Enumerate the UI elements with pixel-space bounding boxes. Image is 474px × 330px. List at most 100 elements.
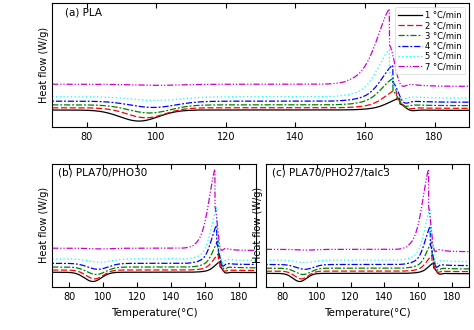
7 °C/min: [386, 7, 392, 11]
4 °C/min: [83, 265, 89, 269]
Line: 2 °C/min: 2 °C/min: [52, 89, 469, 118]
1 °C/min: [76, 273, 82, 277]
Line: 4 °C/min: 4 °C/min: [266, 226, 469, 269]
5 °C/min: [434, 262, 439, 266]
7 °C/min: [105, 82, 110, 86]
2 °C/min: [263, 269, 269, 273]
Line: 5 °C/min: 5 °C/min: [52, 208, 255, 263]
Line: 3 °C/min: 3 °C/min: [52, 241, 255, 275]
Text: (b) PLA70/PHO30: (b) PLA70/PHO30: [58, 167, 147, 178]
4 °C/min: [428, 224, 433, 228]
2 °C/min: [49, 268, 55, 272]
1 °C/min: [466, 272, 472, 276]
5 °C/min: [428, 206, 433, 210]
5 °C/min: [374, 258, 380, 262]
5 °C/min: [269, 95, 274, 99]
7 °C/min: [76, 246, 82, 250]
4 °C/min: [95, 267, 101, 271]
2 °C/min: [105, 107, 110, 111]
4 °C/min: [230, 99, 236, 103]
3 °C/min: [161, 265, 166, 269]
4 °C/min: [263, 263, 269, 267]
2 °C/min: [230, 106, 236, 110]
4 °C/min: [390, 63, 396, 67]
Line: 2 °C/min: 2 °C/min: [52, 254, 255, 279]
1 °C/min: [290, 276, 296, 280]
3 °C/min: [118, 265, 124, 269]
7 °C/min: [297, 248, 303, 252]
2 °C/min: [297, 277, 303, 281]
7 °C/min: [466, 249, 472, 253]
Line: 4 °C/min: 4 °C/min: [52, 65, 469, 108]
2 °C/min: [299, 277, 304, 281]
2 °C/min: [332, 269, 337, 273]
1 °C/min: [351, 271, 357, 275]
X-axis label: Temperature(°C): Temperature(°C): [110, 308, 197, 317]
5 °C/min: [386, 48, 392, 51]
2 °C/min: [269, 106, 274, 110]
2 °C/min: [49, 106, 55, 110]
2 °C/min: [277, 106, 283, 110]
3 °C/min: [297, 272, 303, 276]
1 °C/min: [49, 270, 55, 274]
2 °C/min: [83, 274, 89, 278]
7 °C/min: [118, 247, 124, 250]
5 °C/min: [370, 258, 375, 262]
Line: 1 °C/min: 1 °C/min: [52, 98, 469, 121]
4 °C/min: [156, 261, 162, 265]
Y-axis label: Heat flow (W/g): Heat flow (W/g): [253, 187, 263, 263]
3 °C/min: [390, 77, 396, 81]
7 °C/min: [374, 248, 380, 251]
5 °C/min: [119, 96, 125, 100]
7 °C/min: [253, 248, 258, 252]
1 °C/min: [332, 271, 337, 275]
7 °C/min: [351, 248, 357, 251]
5 °C/min: [351, 258, 357, 262]
3 °C/min: [300, 273, 306, 277]
7 °C/min: [137, 246, 143, 250]
2 °C/min: [466, 106, 472, 110]
5 °C/min: [118, 257, 124, 261]
2 °C/min: [143, 116, 149, 120]
2 °C/min: [138, 268, 144, 272]
5 °C/min: [49, 95, 55, 99]
5 °C/min: [331, 258, 337, 262]
1 °C/min: [138, 270, 144, 274]
5 °C/min: [161, 257, 166, 261]
7 °C/min: [156, 246, 162, 250]
Line: 1 °C/min: 1 °C/min: [52, 262, 255, 281]
5 °C/min: [230, 95, 236, 99]
5 °C/min: [466, 260, 472, 264]
4 °C/min: [138, 261, 144, 265]
4 °C/min: [269, 99, 274, 103]
4 °C/min: [466, 100, 472, 104]
3 °C/min: [76, 266, 82, 270]
5 °C/min: [76, 257, 82, 261]
3 °C/min: [147, 111, 153, 115]
7 °C/min: [212, 167, 218, 171]
Line: 1 °C/min: 1 °C/min: [266, 263, 469, 281]
7 °C/min: [49, 246, 55, 250]
1 °C/min: [230, 108, 236, 112]
1 °C/min: [431, 261, 437, 265]
5 °C/min: [83, 259, 89, 263]
7 °C/min: [190, 82, 196, 86]
1 °C/min: [397, 96, 402, 100]
2 °C/min: [119, 111, 125, 115]
1 °C/min: [118, 270, 124, 274]
3 °C/min: [230, 103, 236, 107]
7 °C/min: [370, 248, 375, 251]
Line: 7 °C/min: 7 °C/min: [266, 169, 469, 251]
3 °C/min: [216, 239, 221, 243]
1 °C/min: [161, 270, 166, 274]
2 °C/min: [351, 269, 357, 273]
Line: 5 °C/min: 5 °C/min: [52, 50, 469, 100]
Line: 3 °C/min: 3 °C/min: [266, 242, 469, 275]
5 °C/min: [137, 257, 143, 261]
4 °C/min: [374, 263, 380, 267]
4 °C/min: [277, 99, 283, 103]
3 °C/min: [119, 106, 125, 110]
1 °C/min: [49, 108, 55, 112]
4 °C/min: [351, 263, 357, 267]
1 °C/min: [156, 270, 162, 274]
